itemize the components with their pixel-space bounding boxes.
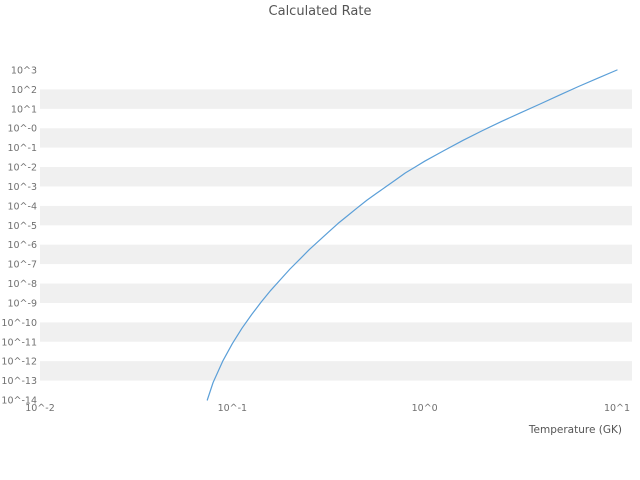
y-tick-label: 10^1: [11, 104, 37, 115]
x-tick-label: 10^1: [604, 403, 630, 414]
plot-band: [40, 128, 632, 148]
chart-title: Calculated Rate: [268, 4, 372, 19]
x-tick-label: 10^0: [412, 403, 438, 414]
y-tick-label: 10^-5: [7, 221, 37, 232]
plot-band: [40, 361, 632, 381]
plot-band: [40, 244, 632, 265]
plot-band: [40, 283, 632, 303]
x-axis-label: Temperature (GK): [528, 424, 622, 436]
plot-band: [40, 322, 632, 342]
y-tick-label: 10^-4: [7, 201, 37, 212]
plot-band: [40, 205, 632, 226]
y-tick-label: 10^-0: [7, 124, 37, 135]
rate-curve: [206, 69, 618, 401]
y-tick-label: 10^-6: [7, 240, 37, 251]
y-tick-label: 10^-2: [7, 163, 37, 174]
y-tick-label: 10^2: [11, 85, 37, 96]
y-tick-label: 10^-12: [1, 357, 37, 368]
y-tick-label: 10^-11: [1, 337, 37, 348]
y-tick-label: 10^-10: [1, 318, 37, 329]
x-tick-label: 10^-1: [218, 403, 248, 414]
plot-band: [40, 167, 632, 187]
y-tick-label: 10^-3: [7, 182, 37, 193]
y-tick-label: 10^-8: [7, 279, 37, 290]
y-tick-label: 10^-13: [1, 376, 37, 387]
y-tick-label: 10^-1: [7, 143, 37, 154]
y-tick-label: 10^-7: [7, 260, 37, 271]
y-tick-label: 10^3: [11, 66, 37, 77]
plot-band: [40, 89, 632, 109]
y-tick-label: 10^-14: [1, 396, 37, 407]
y-tick-label: 10^-9: [7, 298, 37, 309]
x-tick-label: 10^-2: [25, 403, 55, 414]
